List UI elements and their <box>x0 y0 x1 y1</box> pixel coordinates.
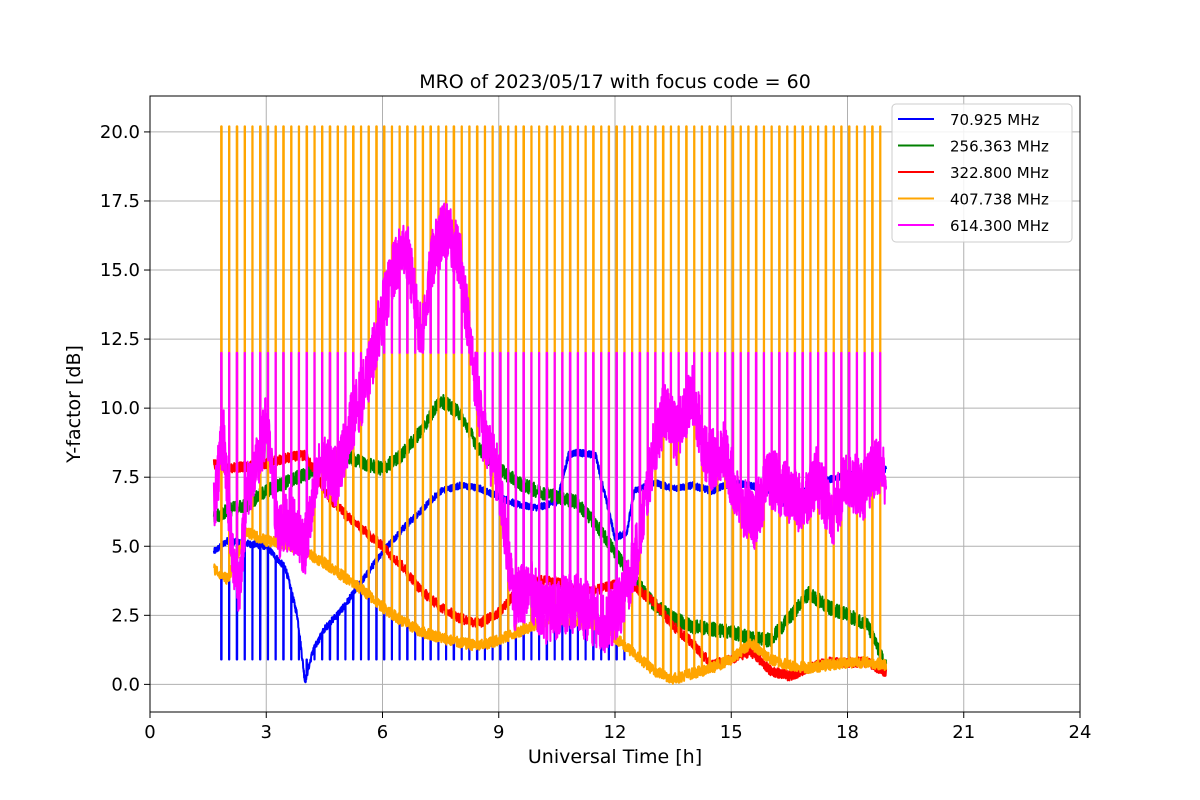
x-tick-label: 9 <box>493 722 504 743</box>
y-tick-label: 17.5 <box>100 191 140 212</box>
y-tick-label: 2.5 <box>111 605 140 626</box>
legend: 70.925 MHz 256.363 MHz 322.800 MHz 407.738 … <box>891 103 1073 243</box>
y-tick-label: 7.5 <box>111 467 140 488</box>
y-tick-label: 12.5 <box>100 329 140 350</box>
x-axis-label: Universal Time [h] <box>528 746 702 768</box>
y-axis-label: Y-factor [dB] <box>63 345 85 464</box>
legend-label: 70.925 MHz <box>950 111 1039 129</box>
legend-label: 407.738 MHz <box>950 191 1049 209</box>
x-tick-label: 21 <box>952 722 975 743</box>
y-tick-label: 0.0 <box>111 674 140 695</box>
y-tick-label: 10.0 <box>100 398 140 419</box>
legend-box <box>891 103 1073 243</box>
series-line <box>212 202 888 654</box>
x-tick-label: 24 <box>1069 722 1092 743</box>
axis-ticks: 0 3 6 9 12 15 18 21 24 0.0 2.5 5.0 7.5 10.0 12.5 15.0 17… <box>100 122 1092 743</box>
chart-title: MRO of 2023/05/17 with focus code = 60 <box>419 71 811 93</box>
y-tick-label: 20.0 <box>100 122 140 143</box>
legend-label: 256.363 MHz <box>950 138 1049 156</box>
plot-area <box>212 125 888 685</box>
x-tick-label: 6 <box>377 722 388 743</box>
legend-label: 614.300 MHz <box>950 217 1049 235</box>
x-tick-label: 0 <box>144 722 155 743</box>
x-tick-label: 18 <box>836 722 859 743</box>
y-tick-label: 15.0 <box>100 260 140 281</box>
y-tick-label: 5.0 <box>111 536 140 557</box>
x-tick-label: 12 <box>604 722 627 743</box>
x-tick-label: 3 <box>261 722 272 743</box>
legend-label: 322.800 MHz <box>950 164 1049 182</box>
x-tick-label: 15 <box>720 722 743 743</box>
